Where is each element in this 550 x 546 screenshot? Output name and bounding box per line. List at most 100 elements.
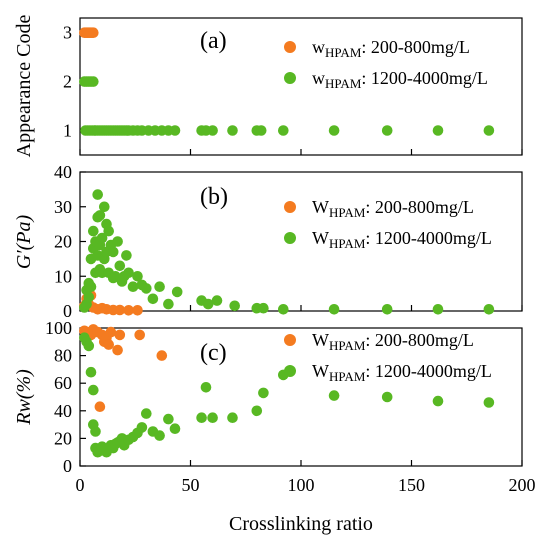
data-point [227, 125, 238, 136]
x-tick-label: 50 [182, 475, 200, 495]
panel-label: (a) [200, 28, 227, 54]
data-point [432, 395, 444, 407]
legend-marker [284, 72, 296, 84]
legend-marker [284, 41, 296, 53]
data-point [169, 125, 181, 136]
data-point [255, 125, 267, 136]
y-tick-label: 40 [54, 401, 72, 421]
legend: WHPAM: 200-800mg/L WHPAM: 1200-4000mg/L [284, 330, 492, 384]
data-point [123, 305, 134, 316]
data-point [94, 401, 106, 413]
data-point [107, 246, 119, 258]
data-point [202, 298, 214, 310]
data-point [85, 366, 97, 378]
legend-label: WHPAM: 200-800mg/L [312, 330, 474, 353]
y-axis-label: Rw(%) [13, 369, 35, 426]
data-point [134, 329, 145, 341]
data-point [105, 326, 117, 338]
data-point [121, 250, 132, 261]
data-point [258, 387, 269, 399]
data-point [147, 293, 159, 305]
y-tick-label: 20 [54, 428, 72, 448]
y-tick-label: 30 [54, 197, 72, 217]
data-point [112, 344, 123, 356]
data-point [258, 302, 269, 314]
data-point [328, 390, 340, 401]
data-point [103, 225, 114, 237]
legend-marker [284, 365, 296, 377]
data-point [171, 286, 183, 298]
x-tick-label: 100 [288, 475, 315, 495]
data-point [96, 232, 108, 244]
y-axis-label: Appearance Code [13, 15, 35, 158]
data-point [196, 412, 207, 424]
data-point [114, 260, 126, 272]
y-axis-label: G′(Pa) [13, 214, 35, 269]
legend-label: wHPAM: 200-800mg/L [312, 37, 470, 60]
x-ticks [79, 460, 523, 466]
data-point [94, 210, 106, 221]
data-point [200, 382, 212, 393]
data-point [207, 125, 218, 136]
data-point [141, 408, 152, 419]
data-point [136, 422, 148, 433]
legend-marker [284, 201, 296, 213]
data-point [127, 281, 139, 293]
y-ticks: 0 20 40 60 80 100 [45, 318, 86, 476]
data-point [328, 125, 340, 136]
data-point [381, 125, 393, 136]
y-tick-label: 1 [63, 121, 72, 141]
x-tick-label: 200 [509, 475, 536, 495]
data-point [85, 281, 97, 293]
data-point [83, 291, 95, 303]
data-point [483, 304, 495, 315]
data-point [88, 384, 99, 396]
legend-label: WHPAM: 1200-4000mg/L [312, 361, 492, 384]
data-point [211, 295, 223, 306]
y-tick-label: 0 [63, 456, 72, 476]
data-point [114, 329, 126, 341]
legend-label: wHPAM: 1200-4000mg/L [312, 68, 488, 91]
data-point [483, 397, 495, 408]
panel-a: (a) Appearance Code 1 2 3 wHPAM: 200-800mg… [13, 15, 523, 158]
data-point [229, 300, 240, 312]
legend-marker [284, 334, 296, 346]
x-axis: 0 50 100 150 200 [76, 475, 536, 495]
data-point [114, 304, 126, 316]
data-points [79, 27, 495, 136]
y-tick-label: 20 [54, 232, 72, 252]
data-point [278, 304, 289, 315]
data-point [163, 298, 174, 310]
data-point [432, 304, 444, 315]
data-point [169, 423, 181, 435]
x-tick-label: 150 [398, 475, 425, 495]
data-point [278, 125, 289, 136]
data-point [328, 304, 340, 315]
data-point [156, 350, 168, 361]
y-tick-label: 2 [63, 72, 72, 92]
data-points [79, 189, 495, 316]
legend: wHPAM: 200-800mg/L wHPAM: 1200-4000mg/L [284, 37, 488, 91]
y-tick-label: 0 [63, 301, 72, 321]
legend-label: WHPAM: 1200-4000mg/L [312, 228, 492, 251]
data-point [483, 125, 495, 136]
data-point [251, 405, 263, 417]
data-point [90, 426, 101, 437]
data-points [79, 324, 495, 458]
legend-marker [284, 232, 296, 244]
data-point [381, 304, 393, 315]
data-point [112, 236, 123, 247]
y-ticks: 0 10 20 30 40 [54, 162, 86, 321]
panel-label: (c) [200, 340, 227, 366]
data-point [88, 225, 99, 237]
data-point [83, 340, 95, 352]
data-point [381, 391, 393, 403]
data-point [88, 27, 99, 38]
y-tick-label: 10 [54, 266, 72, 286]
data-point [123, 267, 134, 279]
data-point [99, 201, 110, 213]
data-point [432, 125, 444, 136]
x-ticks [79, 149, 523, 155]
x-tick-label: 0 [76, 475, 85, 495]
